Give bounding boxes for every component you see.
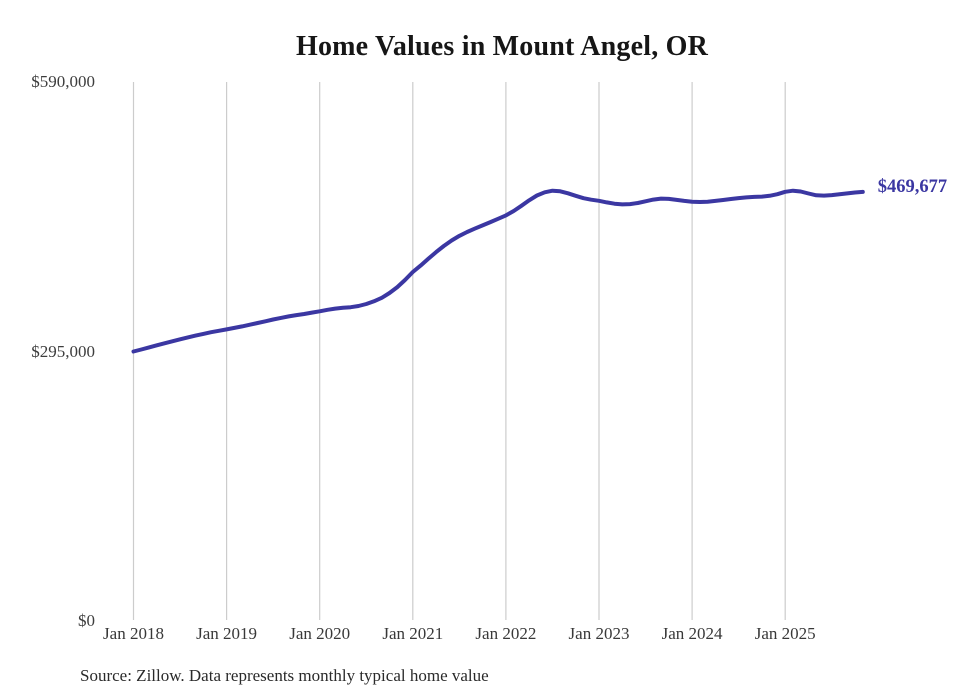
current-value-label: $469,677	[877, 176, 948, 197]
home-value-line	[131, 188, 865, 354]
y-tick-label: $295,000	[31, 341, 95, 361]
x-tick-label: Jan 2022	[475, 624, 537, 643]
x-tick-label: Jan 2025	[754, 624, 816, 643]
x-tick-label: Jan 2024	[661, 624, 723, 643]
source-note: Source: Zillow. Data represents monthly …	[80, 666, 489, 685]
x-tick-label: Jan 2018	[103, 624, 164, 643]
x-tick-label: Jan 2020	[289, 624, 351, 643]
y-tick-label: $590,000	[31, 72, 95, 91]
x-tick-label: Jan 2021	[382, 624, 444, 643]
x-tick-label: Jan 2019	[196, 624, 258, 643]
y-tick-label: $0	[78, 611, 95, 630]
x-tick-label: Jan 2023	[568, 624, 630, 643]
chart-title: Home Values in Mount Angel, OR	[295, 31, 709, 62]
